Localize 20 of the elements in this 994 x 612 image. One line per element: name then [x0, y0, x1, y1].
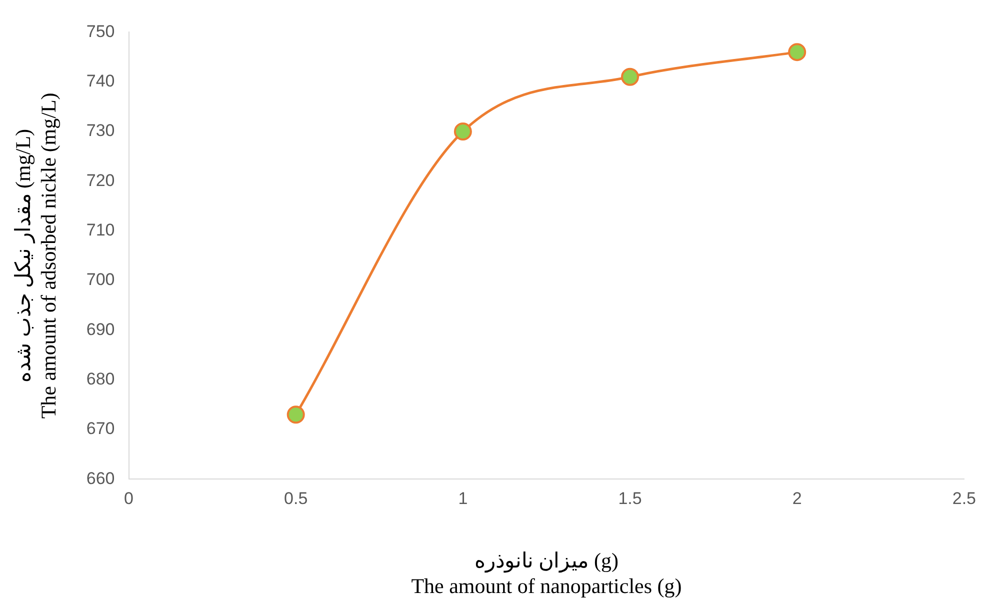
y-tick-label: 710 — [86, 220, 115, 240]
x-tick-label: 0 — [124, 489, 134, 508]
y-tick-label: 700 — [86, 270, 115, 290]
y-tick-label: 670 — [86, 419, 115, 438]
point — [454, 122, 472, 141]
x-tick-label: 2 — [792, 489, 802, 508]
y-tick-label: 680 — [86, 370, 115, 389]
point — [788, 43, 806, 62]
y-tick-label: 720 — [86, 170, 115, 190]
x-tick-label: 0.5 — [284, 489, 308, 508]
point — [286, 406, 305, 424]
y-tick-label: 730 — [86, 121, 115, 140]
x-tick-label: 1 — [458, 489, 468, 508]
y-tick-label: 660 — [86, 468, 115, 488]
y-tick-label: 740 — [86, 72, 115, 91]
y-tick-label: 690 — [86, 320, 115, 339]
point — [621, 68, 640, 86]
x-tick-label: 2.5 — [952, 489, 976, 508]
y-tick-label: 750 — [86, 22, 115, 41]
x-tick-label: 1.5 — [618, 489, 642, 508]
